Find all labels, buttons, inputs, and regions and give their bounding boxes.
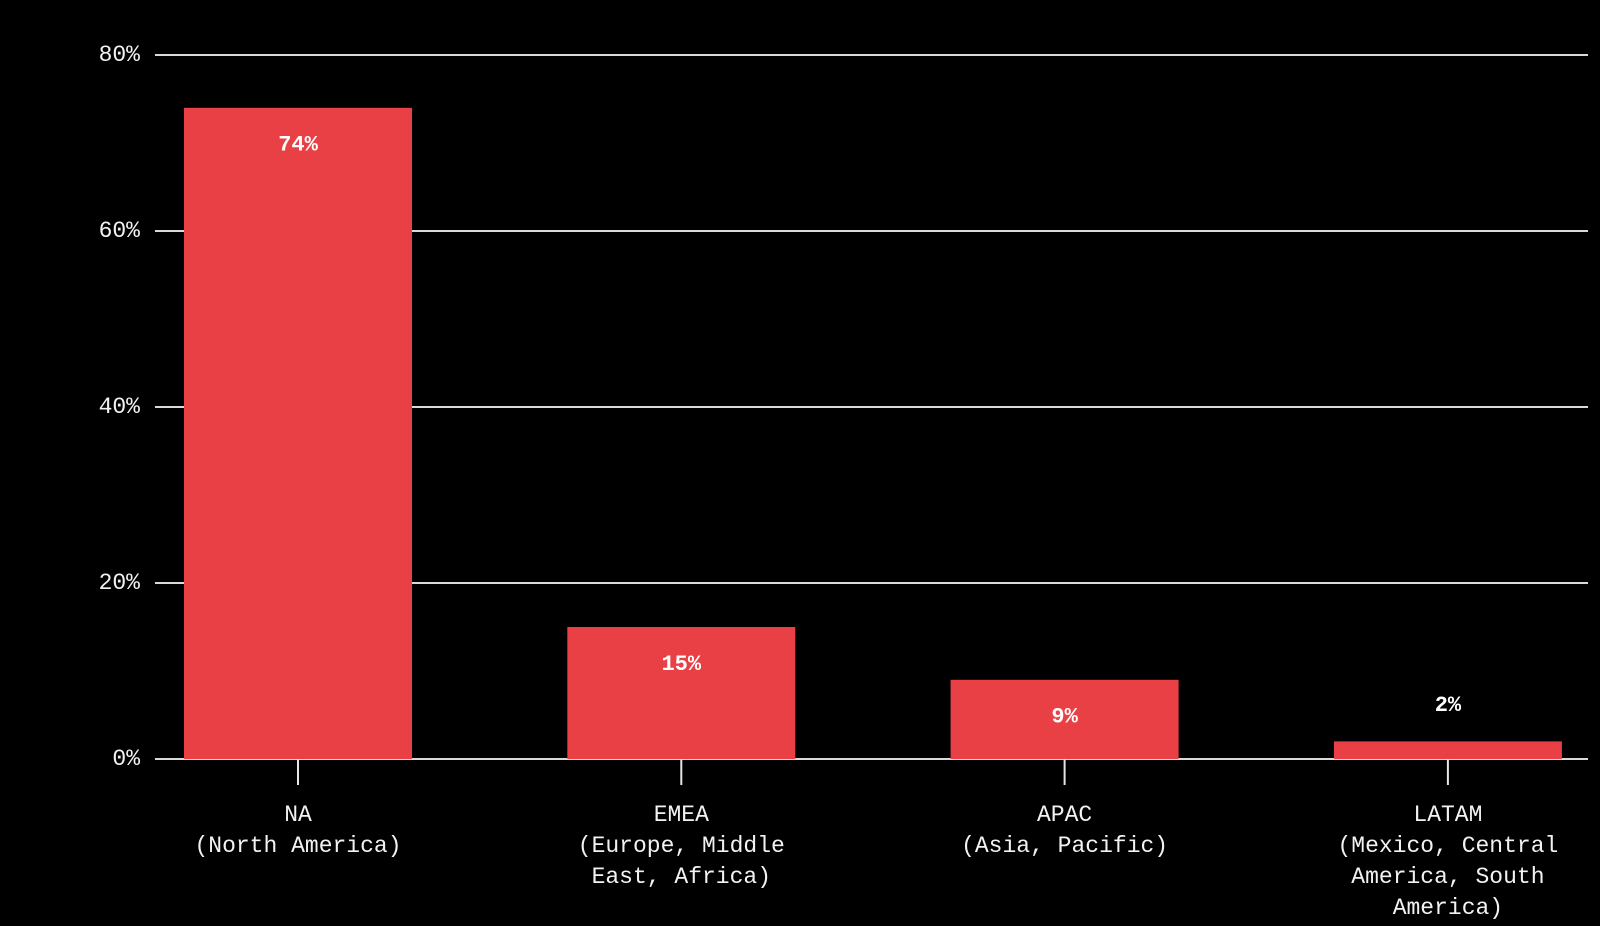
value-label: 2% [1435, 693, 1462, 718]
y-tick-label: 40% [99, 394, 141, 420]
x-tick-label: (North America) [194, 833, 401, 859]
bar [184, 107, 412, 760]
y-tick-label: 20% [99, 570, 141, 596]
bar [950, 679, 1179, 759]
y-tick-label: 80% [99, 42, 141, 68]
bar [1333, 741, 1562, 759]
value-label: 9% [1051, 705, 1078, 730]
x-tick-label: America) [1393, 895, 1503, 921]
x-tick-label: America, South [1351, 864, 1544, 890]
y-tick-label: 60% [99, 218, 141, 244]
x-tick-label: (Europe, Middle [578, 833, 785, 859]
value-label: 15% [661, 652, 701, 677]
x-tick-label: (Mexico, Central [1337, 833, 1558, 859]
y-tick-label: 0% [112, 746, 140, 772]
x-tick-label: EMEA [654, 802, 709, 828]
bar [567, 627, 796, 759]
x-tick-label: APAC [1037, 802, 1092, 828]
x-tick-label: (Asia, Pacific) [961, 833, 1168, 859]
value-label: 74% [278, 133, 318, 158]
x-tick-label: NA [284, 802, 312, 828]
x-tick-label: LATAM [1413, 802, 1482, 828]
x-tick-label: East, Africa) [592, 864, 771, 890]
